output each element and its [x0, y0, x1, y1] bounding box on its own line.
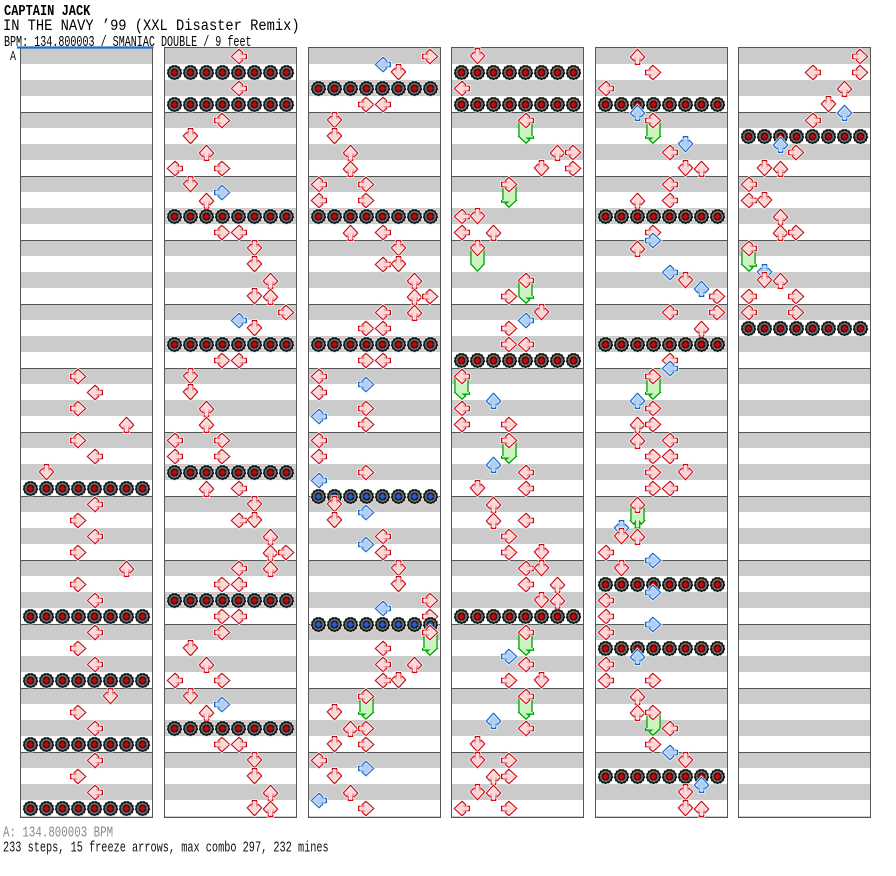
svg-text:A: A [10, 49, 17, 65]
svg-text:A: 134.800003 BPM: A: 134.800003 BPM [3, 824, 113, 841]
svg-text:233 steps, 15 freeze arrows, m: 233 steps, 15 freeze arrows, max combo 2… [3, 840, 329, 856]
svg-text:CAPTAIN JACK: CAPTAIN JACK [4, 4, 91, 21]
svg-text:BPM: 134.800003 / SMANIAC DOUB: BPM: 134.800003 / SMANIAC DOUBLE / 9 fee… [4, 35, 252, 51]
svg-text:IN THE NAVY ’99 (XXL Disaster: IN THE NAVY ’99 (XXL Disaster Remix) [3, 18, 300, 35]
